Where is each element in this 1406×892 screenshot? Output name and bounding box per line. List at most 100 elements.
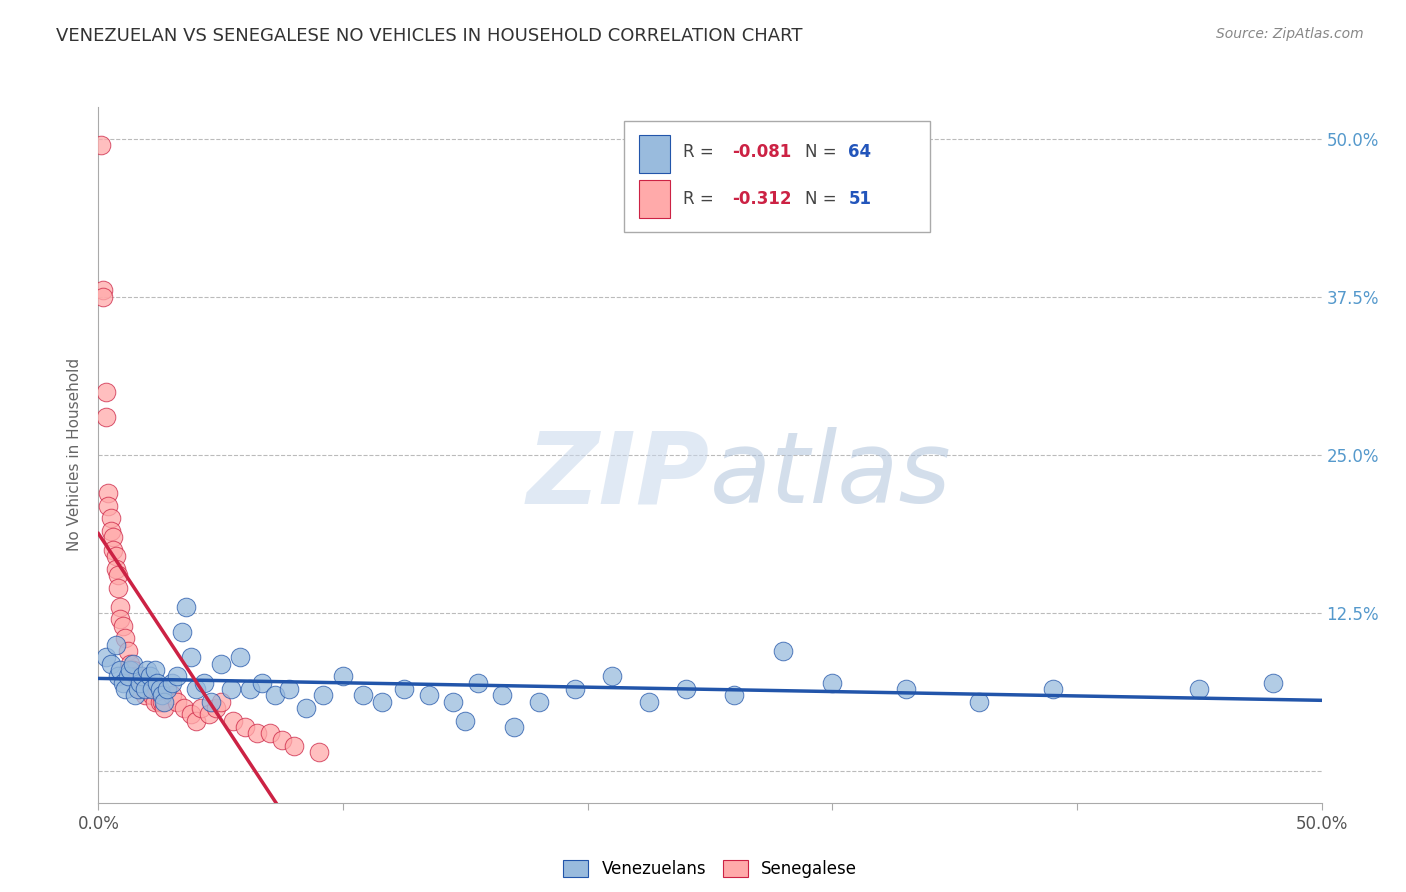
Text: ZIP: ZIP [527, 427, 710, 524]
Point [97, 499, 120, 513]
Point [134, 688, 156, 702]
Point [94, 650, 117, 665]
Point [259, 726, 281, 740]
Point [176, 599, 198, 614]
Point [170, 625, 193, 640]
Point [94, 409, 117, 424]
Point [149, 695, 172, 709]
Point [637, 695, 661, 709]
Point [1261, 675, 1284, 690]
Point [120, 657, 142, 671]
Point [100, 524, 122, 538]
Point [252, 675, 274, 690]
Point [723, 688, 745, 702]
Point [120, 663, 142, 677]
Point [312, 688, 335, 702]
Point [180, 707, 202, 722]
Point [124, 669, 146, 683]
Point [91, 290, 114, 304]
Text: R =: R = [683, 144, 718, 161]
Point [352, 688, 374, 702]
Point [233, 720, 256, 734]
Point [107, 669, 129, 683]
FancyBboxPatch shape [640, 180, 669, 219]
Point [527, 695, 550, 709]
Point [270, 732, 294, 747]
Point [90, 138, 112, 153]
Point [114, 681, 136, 696]
Point [117, 669, 139, 683]
Point [94, 384, 117, 399]
Point [205, 701, 228, 715]
Text: R =: R = [683, 190, 718, 208]
Text: N =: N = [806, 144, 842, 161]
Point [107, 568, 129, 582]
Point [209, 657, 232, 671]
Text: -0.312: -0.312 [733, 190, 792, 208]
Point [136, 663, 159, 677]
Y-axis label: No Vehicles in Household: No Vehicles in Household [67, 359, 83, 551]
Text: N =: N = [806, 190, 842, 208]
Point [110, 663, 132, 677]
Point [283, 739, 305, 753]
Point [278, 681, 301, 696]
Point [127, 669, 149, 683]
Point [107, 581, 129, 595]
Text: 51: 51 [848, 190, 872, 208]
Point [127, 681, 149, 696]
Point [136, 675, 159, 690]
Text: VENEZUELAN VS SENEGALESE NO VEHICLES IN HOUSEHOLD CORRELATION CHART: VENEZUELAN VS SENEGALESE NO VEHICLES IN … [56, 27, 803, 45]
Point [101, 542, 124, 557]
Point [114, 632, 136, 646]
Point [141, 681, 163, 696]
Point [166, 669, 188, 683]
FancyBboxPatch shape [624, 121, 931, 232]
Point [150, 695, 173, 709]
Point [600, 669, 623, 683]
Point [121, 657, 143, 671]
Point [117, 644, 139, 658]
Point [1042, 681, 1064, 696]
Point [104, 549, 127, 563]
Point [418, 688, 440, 702]
Point [111, 618, 134, 632]
Point [131, 669, 153, 683]
Point [124, 688, 146, 702]
FancyBboxPatch shape [640, 135, 669, 173]
Point [146, 675, 169, 690]
Point [110, 612, 132, 626]
Point [332, 669, 354, 683]
Point [441, 695, 464, 709]
Point [246, 726, 269, 740]
Point [371, 695, 394, 709]
Point [104, 638, 127, 652]
Point [190, 701, 212, 715]
Point [894, 681, 917, 696]
Point [209, 695, 232, 709]
Point [153, 695, 176, 709]
Point [134, 681, 156, 696]
Point [454, 714, 477, 728]
Point [173, 701, 195, 715]
Point [308, 745, 330, 759]
Point [467, 675, 489, 690]
Text: Source: ZipAtlas.com: Source: ZipAtlas.com [1216, 27, 1364, 41]
Point [139, 669, 162, 683]
Point [166, 695, 188, 709]
Point [564, 681, 586, 696]
Point [186, 714, 208, 728]
Point [239, 681, 262, 696]
Point [143, 695, 166, 709]
Text: atlas: atlas [710, 427, 952, 524]
Point [193, 675, 215, 690]
Point [131, 675, 153, 690]
Point [222, 714, 245, 728]
Point [110, 599, 132, 614]
Point [101, 530, 124, 544]
Text: -0.081: -0.081 [733, 144, 792, 161]
Point [97, 486, 120, 500]
Point [263, 688, 285, 702]
Point [91, 284, 114, 298]
Point [141, 688, 163, 702]
Point [186, 681, 208, 696]
